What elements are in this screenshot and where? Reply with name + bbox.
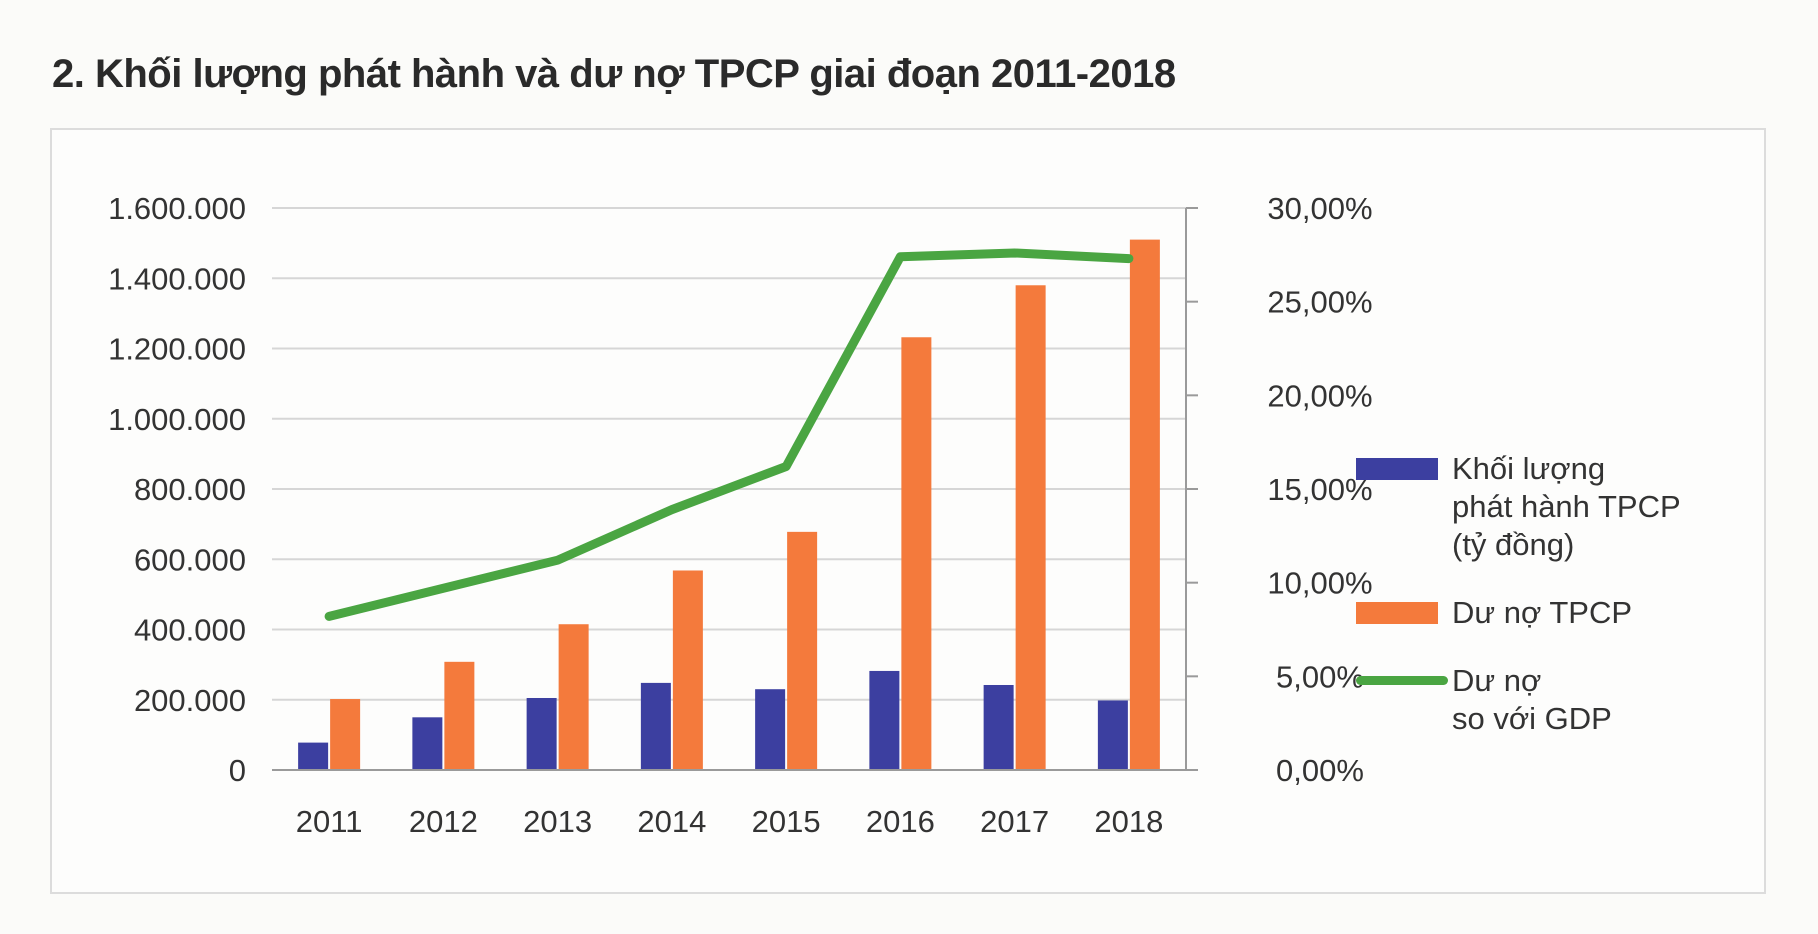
legend-swatch-issuance (1356, 458, 1438, 480)
legend-item-debt: Dư nợ TPCP (1356, 594, 1786, 632)
x-tick-label: 2014 (637, 804, 706, 839)
y-left-tick-label: 1.000.000 (108, 402, 246, 437)
bar-issuance (298, 742, 329, 770)
y-right-tick-label: 5,00% (1276, 659, 1364, 694)
legend-label-issuance: Khối lượng phát hành TPCP (tỷ đồng) (1452, 451, 1681, 562)
y-left-tick-label: 1.200.000 (108, 332, 246, 367)
line-ratio-gdp (324, 248, 1134, 621)
y-right-tick-label: 20,00% (1267, 378, 1372, 413)
y-right-tick-label: 10,00% (1267, 566, 1372, 601)
bar-issuance (755, 689, 786, 770)
x-tick-label: 2015 (752, 804, 821, 839)
bar-issuance (983, 684, 1014, 770)
line-marks (324, 248, 1134, 621)
bar-debt (558, 624, 589, 770)
bar-debt (672, 570, 703, 770)
bar-issuance (526, 697, 557, 770)
y-left-tick-label: 1.600.000 (108, 191, 246, 226)
y-right-tick-label: 30,00% (1267, 191, 1372, 226)
bar-marks (298, 239, 1160, 771)
x-tick-label: 2012 (409, 804, 478, 839)
y-left-tick-label: 200.000 (134, 683, 246, 718)
bar-debt (330, 699, 361, 770)
bar-issuance (1097, 700, 1128, 770)
x-tick-label: 2018 (1094, 804, 1163, 839)
y-right-tick-label: 0,00% (1276, 753, 1364, 788)
grid-lines (272, 207, 1186, 701)
axes: 0 200.000 400.000 600.000 800.000 1.000.000 1.… (108, 191, 1372, 839)
x-tick-label: 2011 (296, 804, 363, 839)
legend-label-debt: Dư nợ TPCP (1452, 595, 1633, 630)
y-left-tick-label: 0 (229, 753, 246, 788)
y-left-tick-label: 400.000 (134, 613, 246, 648)
y-right-tick-label: 15,00% (1267, 472, 1372, 507)
bar-debt (1015, 285, 1046, 770)
bar-debt (444, 661, 475, 770)
bar-issuance (640, 682, 671, 770)
legend-swatch-ratio (1356, 676, 1448, 685)
y-left-tick-label: 800.000 (134, 472, 246, 507)
bar-issuance (412, 717, 443, 770)
bar-debt (901, 337, 932, 770)
x-tick-label: 2013 (523, 804, 592, 839)
bar-debt (787, 531, 818, 770)
bar-issuance (869, 670, 900, 770)
legend-item-issuance: Khối lượng phát hành TPCP (tỷ đồng) (1356, 450, 1786, 564)
x-tick-label: 2016 (866, 804, 935, 839)
y-right-tick-label: 25,00% (1267, 285, 1372, 320)
legend: Khối lượng phát hành TPCP (tỷ đồng) Dư n… (1356, 450, 1786, 768)
chart-title: 2. Khối lượng phát hành và dư nợ TPCP gi… (52, 52, 1176, 96)
bar-debt (1129, 239, 1160, 771)
y-left-tick-label: 1.400.000 (108, 261, 246, 296)
legend-swatch-debt (1356, 602, 1438, 624)
x-tick-label: 2017 (980, 804, 1049, 839)
legend-label-ratio: Dư nợ so với GDP (1452, 663, 1612, 736)
legend-item-ratio: Dư nợ so với GDP (1356, 662, 1786, 738)
y-left-tick-label: 600.000 (134, 542, 246, 577)
